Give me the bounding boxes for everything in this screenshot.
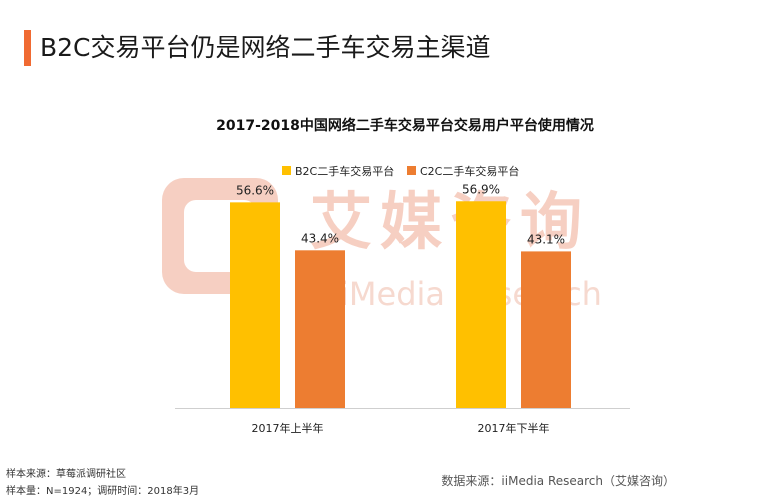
legend-label-1: B2C二手车交易平台 [295, 164, 394, 178]
data-label-1-2: 56.9% [462, 182, 500, 196]
x-tick-labels: 2017年上半年 2017年下半年 [252, 421, 550, 435]
data-label-2-2: 43.1% [527, 232, 565, 246]
legend-swatch-2 [407, 166, 416, 175]
data-label-2-1: 43.4% [301, 231, 339, 245]
data-label-1-1: 56.6% [236, 183, 274, 197]
bar-2-2 [521, 251, 571, 408]
sample-source-text: 样本来源：草莓派调研社区 [6, 469, 126, 480]
title-accent-bar [24, 30, 31, 66]
chart-bars: 56.6% 43.4% 56.9% 43.1% [230, 182, 571, 408]
data-source-text: 数据来源：iiMedia Research（艾媒咨询） [441, 474, 675, 488]
bar-1-2 [456, 201, 506, 408]
sample-info-text: 样本量：N=1924；调研时间：2018年3月 [6, 486, 200, 497]
x-tick-label-2: 2017年下半年 [478, 421, 550, 435]
legend-swatch-1 [282, 166, 291, 175]
bar-2-1 [295, 250, 345, 408]
chart-legend: B2C二手车交易平台 C2C二手车交易平台 [282, 164, 519, 178]
legend-label-2: C2C二手车交易平台 [420, 164, 519, 178]
x-tick-label-1: 2017年上半年 [252, 421, 324, 435]
page-title: B2C交易平台仍是网络二手车交易主渠道 [40, 33, 491, 62]
footer-sample-notes: 样本来源：草莓派调研社区 样本量：N=1924；调研时间：2018年3月 [6, 466, 199, 500]
chart-title: 2017-2018中国网络二手车交易平台交易用户平台使用情况 [216, 117, 594, 134]
bar-1-1 [230, 202, 280, 408]
